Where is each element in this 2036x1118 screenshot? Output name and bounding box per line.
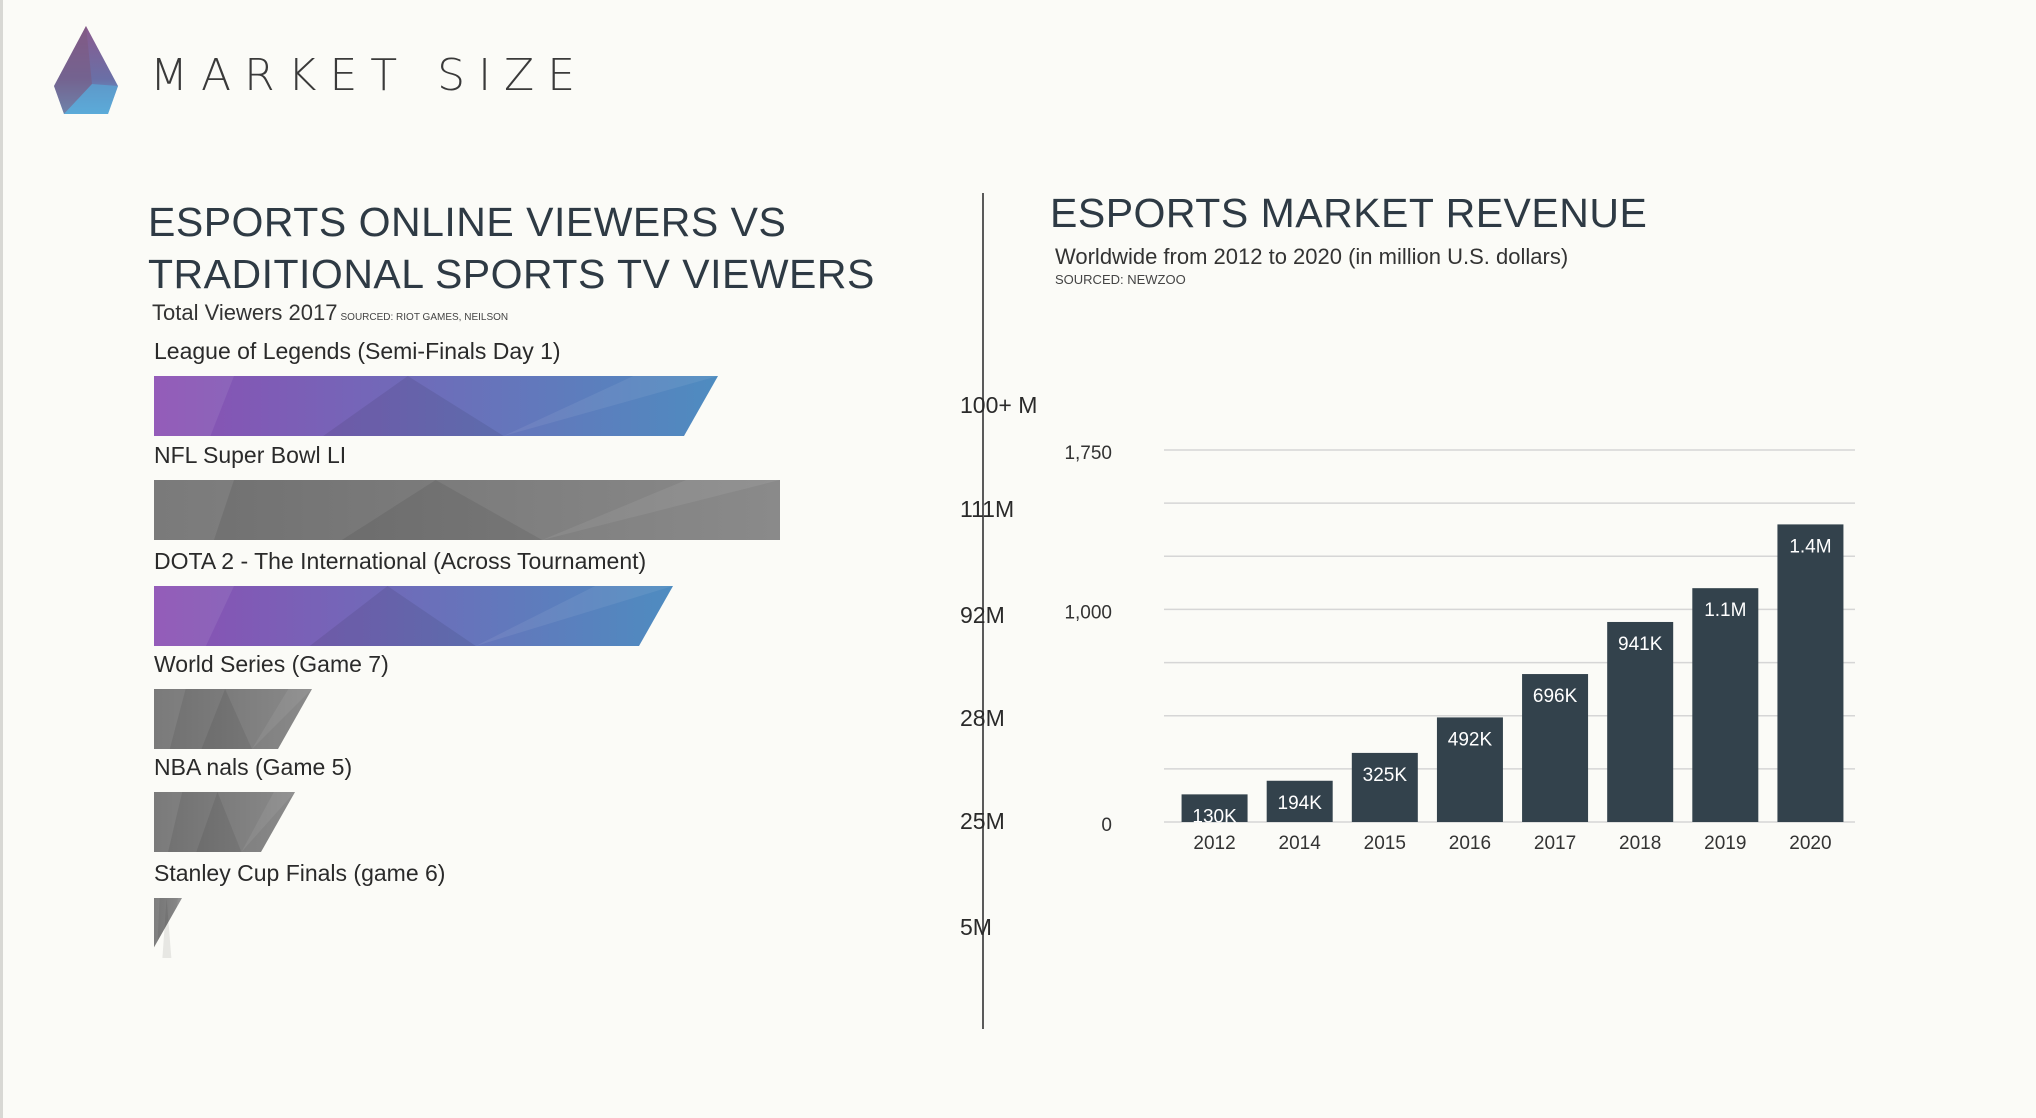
bar-data-label: 130K [1192,806,1237,827]
x-tick-label: 2020 [1789,833,1831,854]
viewer-bar [154,898,182,958]
bar-data-label: 1.4M [1789,536,1831,557]
x-tick-label: 2019 [1704,833,1746,854]
revenue-bar-chart: 0 1,000 1,750 130K 2012 194K 2014 325K 2015 492K 2… [1064,443,1855,854]
bar-data-label: 325K [1363,765,1408,786]
bar-data-label: 1.1M [1704,600,1746,621]
bar-data-label: 696K [1533,686,1578,707]
viewers-subtitle: Total Viewers 2017 SOURCED: RIOT GAMES, N… [152,300,508,326]
bar-category-label: Stanley Cup Finals (game 6) [154,860,446,886]
revenue-bar [1436,717,1503,822]
revenue-chart-title: ESPORTS MARKET REVENUE [1050,190,1648,236]
bar-value-label: 92M [960,602,1005,628]
viewers-title-line-2: TRADITIONAL SPORTS TV VIEWERS [148,251,875,297]
bar-value-label: 100+ M [960,392,1038,418]
crystal-logo-icon [54,26,118,114]
revenue-source: SOURCED: NEWZOO [1055,272,1186,287]
bar-category-label: NFL Super Bowl LI [154,442,347,468]
revenue-bar [1777,524,1844,822]
revenue-bar [1692,588,1759,822]
revenue-bar [1351,752,1418,822]
x-tick-label: 2017 [1534,833,1576,854]
viewers-subtitle-text: Total Viewers 2017 [152,300,338,325]
bar-data-label: 194K [1278,793,1323,814]
revenue-bar [1266,780,1333,822]
revenue-bar [1607,621,1674,822]
viewers-title-line-1: ESPORTS ONLINE VIEWERS VS [148,199,787,245]
bar-category-label: League of Legends (Semi-Finals Day 1) [154,338,561,364]
x-tick-label: 2018 [1619,833,1661,854]
viewers-source: SOURCED: RIOT GAMES, NEILSON [340,312,509,323]
bar-value-label: 25M [960,808,1005,834]
y-tick-label: 1,750 [1064,443,1112,464]
page-title: MARKET SIZE [150,50,589,101]
bar-value-label: 111M [960,496,1015,522]
panel-divider [982,193,984,1029]
y-tick-label: 0 [1101,815,1112,836]
x-tick-label: 2014 [1279,833,1322,854]
viewer-bar [154,792,295,852]
viewer-bar-row: Stanley Cup Finals (game 6) 5M [154,860,992,958]
viewer-bar-row: NFL Super Bowl LI 111M [154,442,1014,540]
left-edge-line [0,0,3,1118]
x-tick-label: 2015 [1364,833,1406,854]
viewer-bar-row: NBA nals (Game 5) 25M [154,754,1005,852]
viewer-bar-row: World Series (Game 7) 28M [154,651,1005,749]
viewers-chart-title: ESPORTS ONLINE VIEWERS VS TRADITIONAL SP… [148,196,908,300]
viewer-bar [154,689,312,749]
viewer-bar-row: League of Legends (Semi-Finals Day 1) 100… [154,338,1037,436]
x-tick-label: 2016 [1449,833,1491,854]
viewer-bar-row: DOTA 2 - The International (Across Tourn… [154,548,1005,646]
bar-data-label: 941K [1618,634,1663,655]
viewer-bar [154,586,673,646]
y-tick-label: 1,000 [1064,602,1112,623]
bar-value-label: 28M [960,705,1005,731]
viewer-bar [154,376,718,436]
viewer-bar [154,480,780,540]
revenue-subtitle: Worldwide from 2012 to 2020 (in million … [1055,244,1569,269]
bar-value-label: 5M [960,914,992,940]
bar-data-label: 492K [1448,729,1493,750]
revenue-bar [1522,674,1589,822]
revenue-bar [1181,794,1248,822]
bar-category-label: NBA nals (Game 5) [154,754,353,780]
bar-category-label: DOTA 2 - The International (Across Tourn… [154,548,647,574]
x-tick-label: 2012 [1193,833,1235,854]
bar-category-label: World Series (Game 7) [154,651,389,677]
